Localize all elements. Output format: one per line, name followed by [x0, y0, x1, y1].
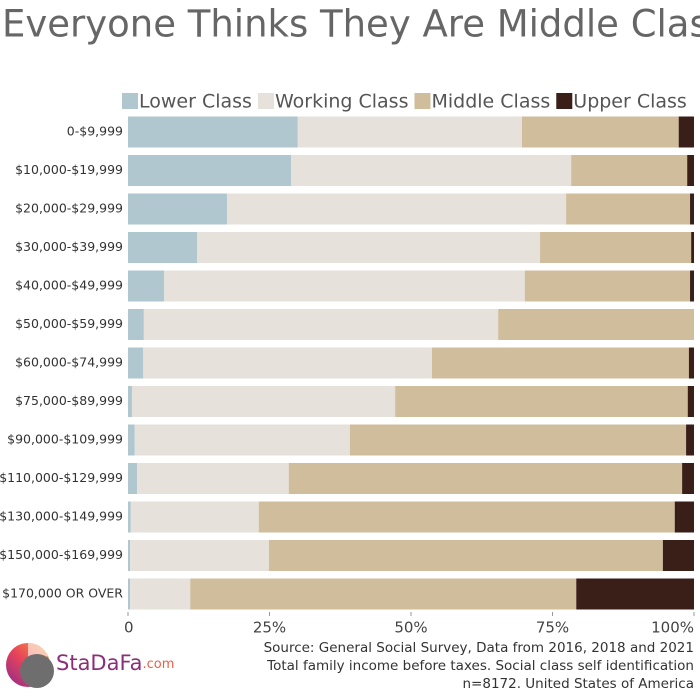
bar-segment: [134, 424, 350, 456]
bar-segment: [128, 463, 138, 494]
bar-segment: [498, 309, 694, 340]
y-tick-label: 0-$9,999: [67, 124, 123, 139]
bar-segment: [190, 578, 577, 610]
y-tick-label: $10,000-$19,999: [15, 162, 123, 177]
bar-segment: [130, 501, 259, 533]
logo: StaDaFa.com: [6, 643, 174, 688]
legend-label: Working Class: [275, 91, 409, 113]
bar-segment: [128, 232, 198, 263]
bar-segment: [688, 347, 694, 379]
legend-label: Lower Class: [139, 91, 252, 113]
bar-segment: [674, 501, 694, 533]
bar-segment: [349, 424, 687, 456]
logo-domain: .com: [143, 657, 175, 672]
source-note: Source: General Social Survey, Data from…: [264, 640, 694, 656]
legend: Lower Class Working Class Middle Class Uppe…: [122, 91, 687, 113]
bar-segment: [691, 232, 694, 263]
logo-name: StaDaFa: [56, 651, 143, 675]
bar-segment: [431, 347, 689, 379]
bar-segment: [395, 386, 688, 417]
y-tick-label: $40,000-$49,999: [15, 278, 123, 293]
bar-segment: [128, 386, 132, 417]
bar-segment: [130, 578, 191, 610]
bar-segment: [576, 578, 694, 610]
bar-segment: [258, 501, 675, 533]
bar-segment: [128, 501, 131, 533]
bar-segment: [128, 578, 131, 610]
bar-segment: [143, 347, 432, 379]
bar-segment: [268, 540, 663, 571]
logo-text: StaDaFa.com: [56, 651, 174, 675]
bar-segment: [690, 270, 694, 302]
x-tick-label: 25%: [253, 619, 286, 637]
bar-segment: [128, 540, 131, 571]
legend-label: Middle Class: [431, 91, 550, 113]
y-tick-label: $60,000-$74,999: [15, 355, 123, 370]
bar-segment: [291, 155, 572, 186]
legend-label: Upper Class: [573, 91, 687, 113]
x-tick-label: 75%: [536, 619, 569, 637]
bar-segment: [571, 155, 688, 186]
y-tick-label: $130,000-$149,999: [0, 509, 123, 524]
bar-segment: [137, 463, 289, 494]
bar-segment: [128, 424, 135, 456]
y-tick-label: $170,000 OR OVER: [2, 586, 123, 601]
legend-swatch: [414, 93, 431, 109]
bar-segment: [662, 540, 694, 571]
x-tick-label: 100%: [651, 619, 694, 637]
bar-segment: [524, 270, 691, 302]
y-tick-label: $110,000-$129,999: [0, 470, 123, 485]
bar-segment: [143, 309, 499, 340]
bar-segment: [682, 463, 694, 494]
bar-segment: [540, 232, 692, 263]
y-tick-label: $75,000-$89,999: [15, 393, 123, 408]
bar-segment: [128, 116, 298, 148]
bar-segment: [678, 116, 694, 148]
source-note: Total family income before taxes. Social…: [266, 658, 694, 674]
x-tick-label: 50%: [394, 619, 427, 637]
bar-segment: [521, 116, 679, 148]
bar-segment: [128, 309, 144, 340]
source-note: n=8172. United States of America: [462, 676, 694, 692]
bar-segment: [197, 232, 541, 263]
bar-segment: [288, 463, 683, 494]
bar-segment: [297, 116, 522, 148]
y-tick-label: $150,000-$169,999: [0, 547, 123, 562]
legend-swatch: [257, 93, 274, 109]
bar-segment: [687, 155, 694, 186]
bar-segment: [128, 193, 228, 225]
y-tick-label: $50,000-$59,999: [15, 316, 123, 331]
bar-segment: [686, 424, 694, 456]
bar-segment: [566, 193, 691, 225]
y-tick-label: $30,000-$39,999: [15, 239, 123, 254]
bar-segment: [687, 386, 694, 417]
x-tick-label: 0: [124, 619, 134, 637]
bar-segment: [128, 347, 144, 379]
legend-swatch: [556, 93, 573, 109]
bar-segment: [690, 193, 694, 225]
bar-segment: [164, 270, 525, 302]
bar-segment: [227, 193, 567, 225]
logo-icon-disc: [20, 654, 54, 688]
bar-segment: [128, 155, 292, 186]
chart-title: Everyone Thinks They Are Middle Class: [2, 3, 700, 46]
y-tick-label: $90,000-$109,999: [7, 432, 123, 447]
bar-segment: [130, 540, 269, 571]
y-tick-label: $20,000-$29,999: [15, 201, 123, 216]
bar-segment: [128, 270, 165, 302]
legend-swatch: [122, 93, 138, 109]
bar-segment: [131, 386, 396, 417]
